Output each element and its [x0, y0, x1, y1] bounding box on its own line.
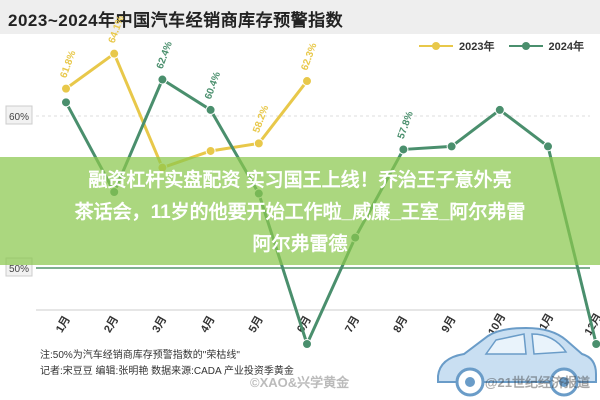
data-point	[494, 104, 505, 115]
overlay-line-3[interactable]: 阿尔弗雷德	[252, 234, 348, 255]
note-line-2: 记者:宋豆豆 编辑:张明艳 数据来源:CADA 产业投资季黄金	[40, 366, 294, 377]
x-tick-label: 2月	[101, 314, 121, 335]
x-tick-label: 4月	[198, 314, 218, 335]
data-point	[543, 141, 553, 152]
y-tick-label: 60%	[9, 112, 29, 123]
note-line-1: 注:50%为汽车经销商库存预警指数的"荣枯线"	[40, 350, 240, 361]
legend-label-2023: 2023年	[459, 41, 495, 53]
chart-header: 2023~2024年中国汽车经销商库存预警指数	[0, 0, 600, 34]
x-tick-label: 1月	[53, 314, 73, 335]
data-point	[61, 83, 71, 94]
news-overlay-banner[interactable]: 融资杠杆实盘配资 实习国王上线！乔治王子意外亮 茶话会，11岁的他要开始工作啦_…	[0, 157, 600, 265]
overlay-text[interactable]: 融资杠杆实盘配资 实习国王上线！乔治王子意外亮 茶话会，11岁的他要开始工作啦_…	[0, 165, 600, 261]
x-tick-label: 3月	[149, 314, 169, 335]
data-point	[302, 339, 312, 349]
series-line-2024	[64, 78, 598, 346]
data-point	[109, 48, 120, 59]
data-label: 62.3%	[299, 42, 319, 73]
x-tick-label: 8月	[390, 314, 410, 335]
legend-swatch-2023-dot	[432, 42, 441, 50]
data-point	[398, 144, 409, 155]
x-tick-label: 5月	[246, 314, 266, 335]
data-label: 61.8%	[58, 49, 78, 80]
overlay-line-2[interactable]: 茶话会，11岁的他要开始工作啦_威廉_王室_阿尔弗雷	[74, 202, 526, 223]
legend-swatch-2024-dot	[521, 42, 530, 50]
chart-title: 2023~2024年中国汽车经销商库存预警指数	[8, 11, 344, 30]
chart-legend: 2023年 2024年	[419, 38, 584, 54]
watermark-right: @21世纪经济报道	[484, 375, 590, 390]
y-tick-box	[5, 105, 33, 125]
y-tick-label: 50%	[9, 264, 29, 275]
data-point	[446, 141, 457, 152]
data-point	[591, 339, 600, 349]
legend-label-2024: 2024年	[548, 41, 584, 53]
data-point	[302, 76, 312, 87]
data-point	[61, 97, 71, 108]
data-point	[205, 145, 216, 156]
series-line-2023	[65, 52, 309, 170]
x-tick-label: 7月	[342, 314, 362, 335]
data-point	[253, 138, 264, 149]
data-label: 57.8%	[396, 110, 416, 141]
legend-swatch-2023	[419, 41, 454, 51]
legend-item-2024: 2024年	[508, 38, 584, 54]
watermark-middle: ©XAO&兴学黄金	[250, 375, 350, 390]
car-illustration-icon	[437, 326, 597, 397]
data-label: 60.4%	[203, 70, 223, 101]
data-point	[157, 74, 168, 85]
overlay-line-1[interactable]: 融资杠杆实盘配资 实习国王上线！乔治王子意外亮	[88, 170, 512, 191]
data-label: 62.4%	[155, 40, 175, 71]
data-label: 64.1%	[107, 14, 127, 45]
data-point	[205, 104, 216, 115]
chart-notes: 注:50%为汽车经销商库存预警指数的"荣枯线" 记者:宋豆豆 编辑:张明艳 数据…	[40, 348, 294, 380]
legend-item-2023: 2023年	[419, 38, 495, 54]
legend-swatch-2024	[508, 41, 543, 51]
